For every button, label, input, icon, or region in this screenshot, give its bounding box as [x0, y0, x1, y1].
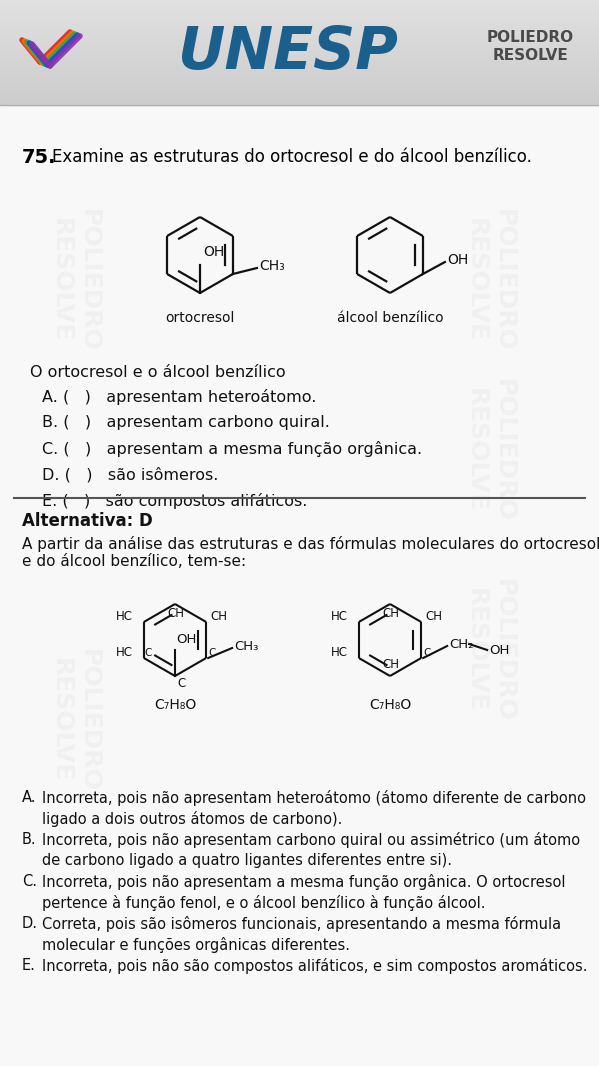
Text: 75.: 75.	[22, 148, 56, 167]
Text: POLIEDRO
RESOLVE: POLIEDRO RESOLVE	[464, 378, 516, 521]
Text: Incorreta, pois não apresentam heteroátomo (átomo diferente de carbono: Incorreta, pois não apresentam heteroáto…	[42, 790, 586, 806]
Text: POLIEDRO
RESOLVE: POLIEDRO RESOLVE	[464, 209, 516, 352]
Text: CH: CH	[382, 607, 399, 620]
Text: OH: OH	[489, 644, 510, 657]
Text: B. (   )   apresentam carbono quiral.: B. ( ) apresentam carbono quiral.	[42, 415, 330, 430]
Text: B.: B.	[22, 831, 37, 847]
Text: molecular e funções orgânicas diferentes.: molecular e funções orgânicas diferentes…	[42, 937, 350, 953]
Text: D.: D.	[22, 916, 38, 931]
Text: e do álcool benzílico, tem-se:: e do álcool benzílico, tem-se:	[22, 554, 246, 569]
Text: C₇H₈O: C₇H₈O	[154, 698, 196, 712]
Text: ligado a dois outros átomos de carbono).: ligado a dois outros átomos de carbono).	[42, 811, 343, 827]
Text: OH: OH	[176, 633, 196, 646]
Text: OH: OH	[447, 253, 468, 266]
Text: O ortocresol e o álcool benzílico: O ortocresol e o álcool benzílico	[30, 365, 286, 379]
Text: Incorreta, pois não apresentam carbono quiral ou assimétrico (um átomo: Incorreta, pois não apresentam carbono q…	[42, 831, 580, 847]
Text: POLIEDRO
RESOLVE: POLIEDRO RESOLVE	[49, 648, 101, 791]
Text: A partir da análise das estruturas e das fórmulas moleculares do ortocresol: A partir da análise das estruturas e das…	[22, 536, 599, 552]
Text: Correta, pois são isômeros funcionais, apresentando a mesma fórmula: Correta, pois são isômeros funcionais, a…	[42, 916, 561, 932]
Text: ortocresol: ortocresol	[165, 311, 235, 325]
Text: HC: HC	[331, 611, 348, 624]
Text: UNESP: UNESP	[177, 23, 398, 81]
Text: HC: HC	[331, 646, 348, 660]
Text: C₇H₈O: C₇H₈O	[369, 698, 411, 712]
Text: pertence à função fenol, e o álcool benzílico à função álcool.: pertence à função fenol, e o álcool benz…	[42, 895, 486, 911]
Text: Incorreta, pois não apresentam a mesma função orgânica. O ortocresol: Incorreta, pois não apresentam a mesma f…	[42, 874, 565, 890]
Text: POLIEDRO: POLIEDRO	[486, 31, 574, 46]
Text: HC: HC	[116, 611, 133, 624]
Text: CH: CH	[167, 607, 184, 620]
Text: A.: A.	[22, 790, 37, 805]
Text: RESOLVE: RESOLVE	[492, 48, 568, 63]
Text: C: C	[177, 677, 185, 690]
Text: álcool benzílico: álcool benzílico	[337, 311, 443, 325]
FancyBboxPatch shape	[0, 104, 599, 1066]
Text: OH: OH	[203, 245, 224, 259]
Text: C.: C.	[22, 874, 37, 889]
Text: Alternativa: D: Alternativa: D	[22, 512, 153, 530]
Text: E. (   )   são compostos alifáticos.: E. ( ) são compostos alifáticos.	[42, 492, 307, 508]
Text: A. (   )   apresentam heteroátomo.: A. ( ) apresentam heteroátomo.	[42, 389, 316, 405]
Text: CH: CH	[425, 611, 442, 624]
Text: Incorreta, pois não são compostos alifáticos, e sim compostos aromáticos.: Incorreta, pois não são compostos alifát…	[42, 958, 588, 974]
Text: CH: CH	[210, 611, 227, 624]
Text: D. (   )   são isômeros.: D. ( ) são isômeros.	[42, 467, 219, 483]
Text: CH: CH	[382, 658, 399, 671]
Text: C: C	[208, 648, 216, 658]
Text: POLIEDRO
RESOLVE: POLIEDRO RESOLVE	[464, 579, 516, 722]
Text: C. (   )   apresentam a mesma função orgânica.: C. ( ) apresentam a mesma função orgânic…	[42, 441, 422, 457]
Text: E.: E.	[22, 958, 36, 973]
Text: de carbono ligado a quatro ligantes diferentes entre si).: de carbono ligado a quatro ligantes dife…	[42, 853, 452, 868]
Text: CH₃: CH₃	[259, 259, 285, 273]
Text: CH₂: CH₂	[449, 637, 474, 650]
Text: Examine as estruturas do ortocresol e do álcool benzílico.: Examine as estruturas do ortocresol e do…	[52, 148, 532, 166]
Text: POLIEDRO
RESOLVE: POLIEDRO RESOLVE	[49, 209, 101, 352]
Text: HC: HC	[116, 646, 133, 660]
Text: C: C	[145, 648, 152, 658]
Text: C: C	[423, 648, 431, 658]
Text: CH₃: CH₃	[234, 640, 259, 652]
